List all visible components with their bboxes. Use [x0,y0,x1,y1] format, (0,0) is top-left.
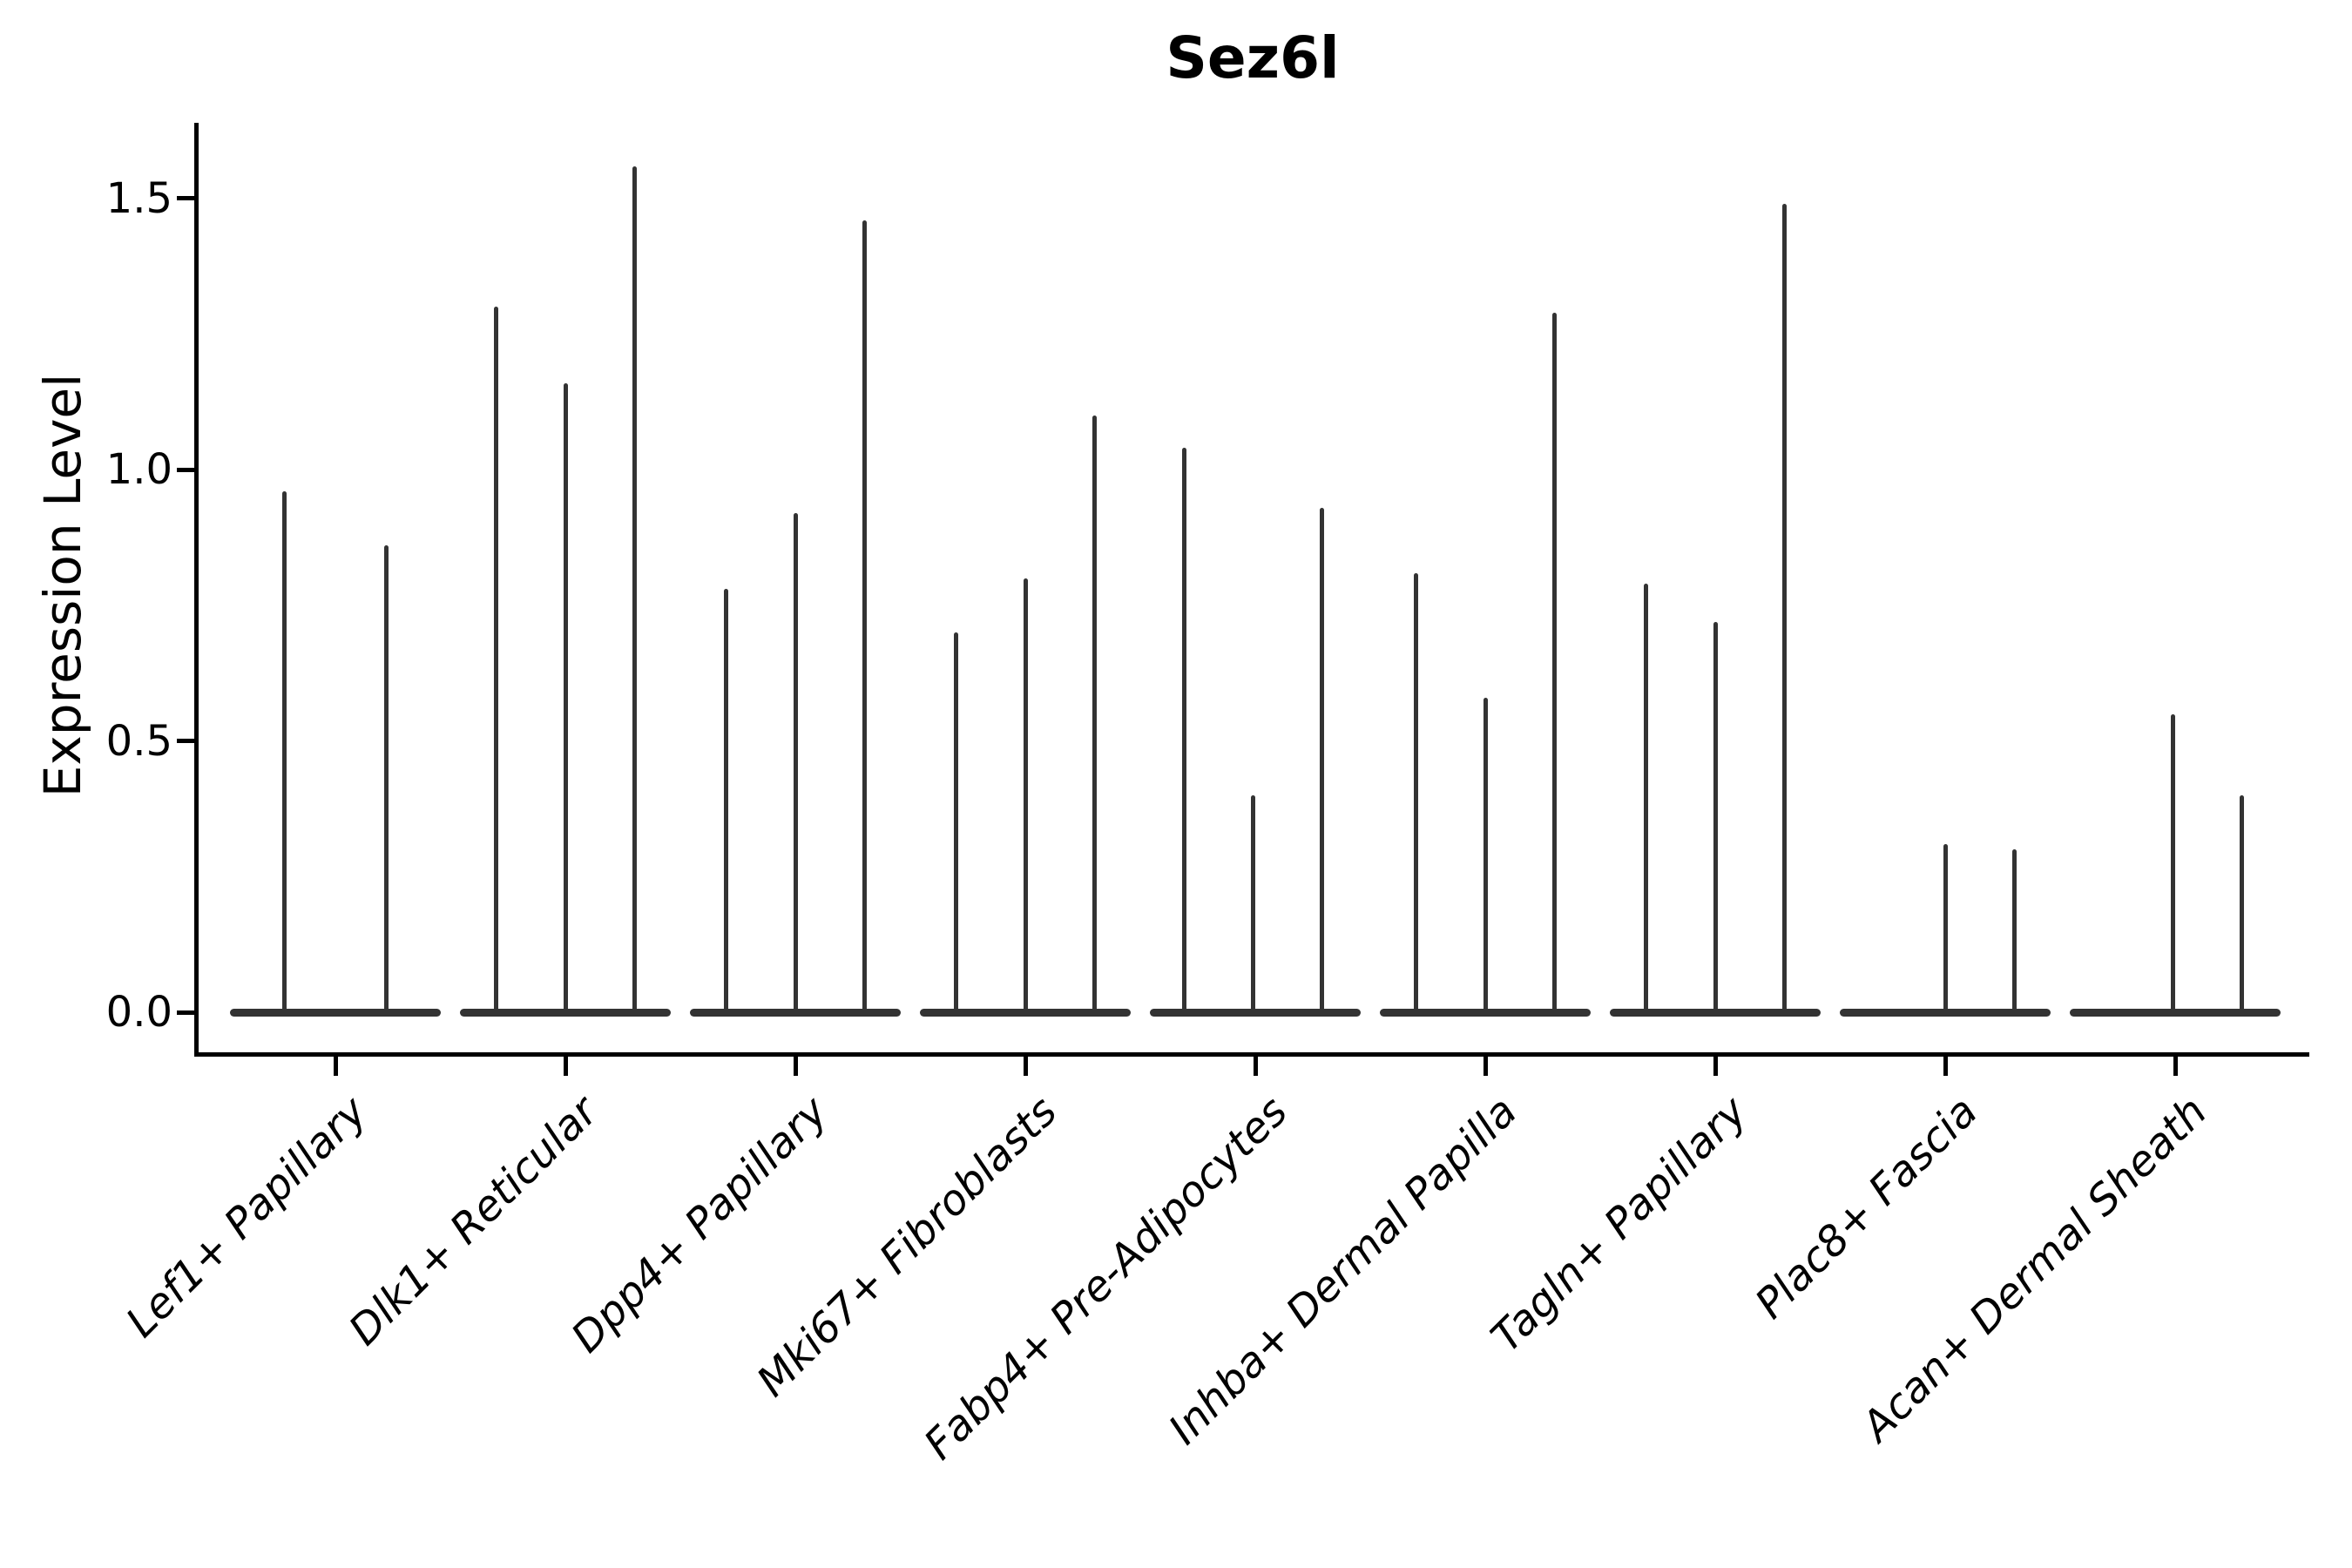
violin-spike [494,307,499,1012]
x-tick-label: Fabp4+ Pre-Adipocytes [915,1087,1297,1470]
x-tick-mark [793,1057,798,1076]
y-tick-label: 0.5 [105,716,172,766]
violin-spike [1781,204,1787,1012]
violin-spike [2011,849,2017,1012]
x-tick-label: Tagln+ Papillary [1482,1087,1757,1362]
x-tick-label: Dpp4+ Papillary [562,1087,837,1362]
violin-spike [1250,794,1255,1012]
violin-spike [1713,621,1718,1012]
y-axis-spine [194,123,199,1057]
violin-spike [383,545,389,1012]
violin-spike [954,632,959,1012]
chart-title: Sez6l [1166,24,1340,91]
violin-spike [2240,794,2245,1012]
x-tick-mark [563,1057,568,1076]
violin-spike [1181,448,1186,1012]
y-tick-mark [177,467,194,472]
violin-spike [282,491,287,1012]
violin-spike [862,220,867,1012]
violin-base [1610,1008,1821,1017]
x-tick-mark [1253,1057,1258,1076]
violin-base [1150,1008,1361,1017]
y-tick-label: 1.0 [105,445,172,495]
violin-spike [1551,312,1557,1012]
violin-spike [563,382,568,1012]
violin-base [2070,1008,2281,1017]
x-axis-spine [194,1052,2309,1057]
violin-base [230,1008,441,1017]
violin-spike [632,166,637,1012]
violin-spike [2170,713,2175,1012]
violin-spike [1320,507,1325,1012]
y-tick-mark [177,739,194,744]
violin-base [460,1008,671,1017]
violin-base [1380,1008,1591,1017]
x-tick-mark [1023,1057,1028,1076]
y-tick-label: 1.5 [105,173,172,223]
x-tick-mark [2173,1057,2178,1076]
violin-spike [1644,584,1649,1012]
x-tick-mark [1943,1057,1948,1076]
y-tick-mark [177,1010,194,1015]
violin-base [690,1008,901,1017]
violin-spike [1483,697,1488,1012]
x-tick-mark [1483,1057,1488,1076]
x-tick-mark [1713,1057,1718,1076]
x-tick-label: Lef1+ Papillary [117,1087,377,1348]
violin-spike [793,513,798,1012]
y-tick-mark [177,196,194,201]
violin-spike [1943,843,1948,1012]
violin-base [920,1008,1131,1017]
violin-spike [1092,416,1097,1012]
violin-spike [724,589,729,1012]
violin-spike [1414,572,1419,1012]
violin-spike [1023,578,1028,1012]
y-tick-label: 0.0 [105,988,172,1037]
x-tick-mark [333,1057,338,1076]
x-tick-label: Plac8+ Fascia [1745,1087,1987,1328]
x-tick-label: Dlk1+ Reticular [339,1087,607,1355]
violin-base [1840,1008,2051,1017]
